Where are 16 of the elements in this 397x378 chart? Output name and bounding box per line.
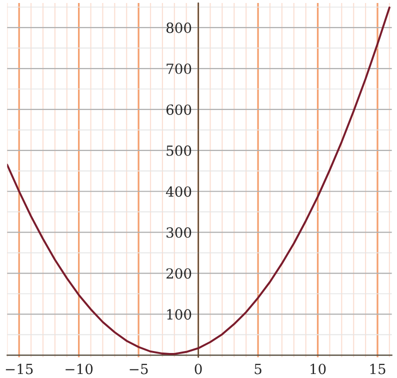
x-tick-label: 15 [370, 364, 386, 374]
y-tick-label: 800 [166, 22, 192, 34]
line-series [7, 6, 390, 355]
y-tick-label: 500 [166, 145, 192, 156]
x-tick-label: −10 [66, 364, 93, 374]
y-tick-label: 600 [166, 104, 192, 115]
x-tick-label: 5 [254, 364, 262, 374]
y-tick-label: 200 [166, 268, 192, 279]
x-tick-label: 10 [310, 364, 326, 374]
y-tick-label: 700 [166, 64, 192, 74]
x-tick-label: −15 [6, 364, 33, 374]
x-tick-label: −5 [130, 364, 148, 374]
x-tick-label: 0 [194, 364, 202, 374]
y-tick-label: 400 [166, 186, 192, 197]
y-tick-label: 100 [167, 309, 192, 320]
y-tick-label: 300 [166, 227, 192, 238]
